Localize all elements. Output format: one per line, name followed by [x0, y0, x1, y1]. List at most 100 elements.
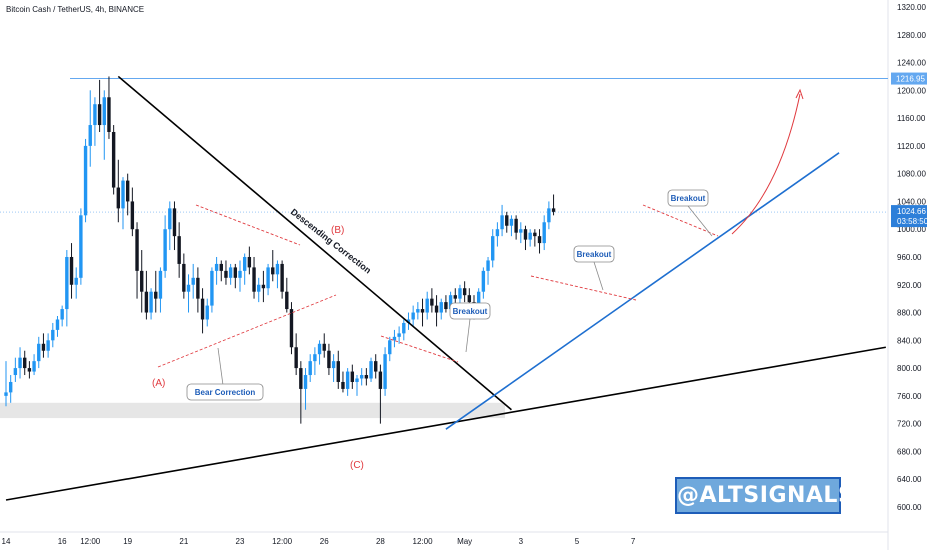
candle [500, 204, 504, 237]
x-tick-label: May [457, 537, 472, 546]
candle-body [69, 256, 74, 285]
candle [116, 159, 121, 223]
candle-body [369, 361, 373, 379]
candle-body [111, 131, 116, 188]
candle-body [537, 236, 542, 244]
candle-body [383, 354, 387, 389]
x-tick-label: 3 [519, 537, 524, 546]
bear-correction-callout: Bear Correction [186, 347, 264, 401]
candle-body [252, 267, 256, 292]
candle-body [18, 357, 22, 369]
x-tick-label: 16 [58, 537, 67, 546]
breakout-callout-2: Breakout [573, 245, 615, 291]
candle-body [196, 277, 200, 299]
candle [163, 215, 167, 278]
candle-body [107, 97, 111, 132]
candle [420, 298, 425, 327]
candle [23, 350, 27, 376]
candle [397, 326, 401, 344]
candle-body [519, 229, 523, 233]
countdown-value: 03:58:50 [897, 217, 929, 226]
candle-body [448, 295, 453, 310]
candle [210, 267, 214, 313]
lower-support-trendline [5, 346, 886, 501]
callout-text: Breakout [577, 250, 612, 259]
candle [111, 125, 116, 195]
candle [547, 201, 551, 230]
trendline-layer [5, 75, 886, 501]
x-tick-label: 12:00 [413, 537, 434, 546]
y-tick-label: 720.00 [897, 420, 922, 429]
candle [168, 201, 172, 251]
y-tick-label: 760.00 [897, 392, 922, 401]
level-layer [0, 78, 888, 419]
candle [285, 277, 289, 313]
x-tick-label: 19 [123, 537, 132, 546]
candle-body [238, 270, 242, 278]
candle-body [182, 263, 186, 292]
last-price-tag-box [891, 205, 927, 228]
candle [444, 295, 448, 313]
candle-body [102, 97, 106, 126]
candle-body [331, 361, 336, 369]
candle-body [500, 215, 504, 230]
candle [392, 329, 397, 348]
candle-body [308, 361, 312, 376]
candle [294, 333, 298, 376]
candle-body [453, 295, 457, 299]
candle-body [528, 232, 532, 240]
candle [533, 229, 537, 247]
candle [523, 225, 528, 251]
candle-body [364, 375, 369, 379]
candle [317, 340, 322, 365]
y-tick-label: 800.00 [897, 364, 922, 373]
candle-body [83, 145, 88, 216]
red-pattern-line [195, 204, 301, 246]
candle-body [130, 201, 135, 230]
candle-body [303, 375, 308, 389]
candle [224, 260, 228, 285]
candle-layer [4, 76, 556, 424]
y-tick-label: 1080.00 [897, 170, 926, 179]
rising-support-trendline [445, 152, 840, 430]
candle-body [224, 270, 228, 278]
candle-body [163, 229, 167, 271]
candle [60, 305, 64, 327]
candle [74, 267, 78, 299]
candle-body [210, 270, 214, 306]
candle-body [317, 343, 322, 355]
candle-body [275, 263, 280, 275]
candle [97, 79, 102, 132]
candle-body [261, 284, 266, 289]
candle [93, 97, 97, 146]
candle-body [27, 368, 32, 372]
candle [177, 222, 181, 278]
y-tick-label: 880.00 [897, 309, 922, 318]
candle [406, 312, 411, 330]
candle-body [46, 340, 50, 351]
candle [130, 187, 135, 237]
candle-body [140, 270, 144, 292]
candle [107, 76, 111, 139]
candle-body [458, 288, 462, 299]
wave-b-label: (B) [331, 225, 344, 236]
candle [121, 177, 125, 230]
altsignals-watermark: @ALTSIGNALS [675, 477, 854, 514]
y-tick-label: 840.00 [897, 336, 922, 345]
candle [214, 256, 219, 285]
candle-body [74, 277, 78, 285]
candle-body [542, 222, 546, 244]
candle [289, 302, 294, 355]
candle [140, 250, 144, 313]
candle-body [191, 277, 195, 285]
candle-body [289, 309, 294, 348]
y-tick-label: 640.00 [897, 475, 922, 484]
candle-body [79, 215, 83, 278]
candle [4, 361, 8, 407]
candle [144, 270, 149, 320]
candle-body [388, 340, 392, 355]
callout-text: Bear Correction [195, 388, 256, 397]
candle [46, 333, 50, 358]
descending-trendline [117, 75, 512, 411]
